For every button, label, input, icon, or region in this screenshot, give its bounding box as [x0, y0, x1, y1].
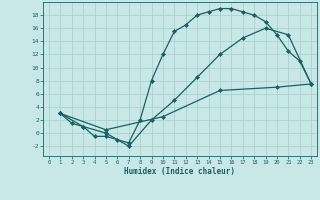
- X-axis label: Humidex (Indice chaleur): Humidex (Indice chaleur): [124, 167, 236, 176]
